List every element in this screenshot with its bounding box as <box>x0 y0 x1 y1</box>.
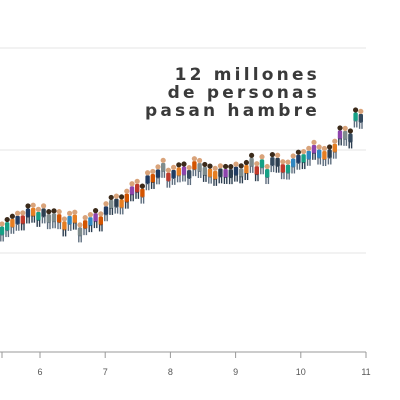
person-figure <box>327 144 333 165</box>
person-figure <box>259 154 265 175</box>
person-figure <box>82 215 88 236</box>
person-figure <box>61 216 67 237</box>
person-figure <box>342 125 348 146</box>
person-figure <box>155 164 161 185</box>
person-figure <box>217 163 223 184</box>
person-figure <box>176 162 182 183</box>
person-figure <box>347 128 353 149</box>
person-figure <box>129 181 135 202</box>
headline-line-1: 12 millones <box>174 65 320 85</box>
person-figure <box>290 153 296 174</box>
x-axis: 6 7 8 9 10 11 <box>0 351 371 377</box>
person-figure <box>124 188 130 209</box>
headline-line-2: de personas <box>167 83 320 103</box>
people-curve <box>0 107 364 243</box>
person-figure <box>264 163 270 185</box>
person-figure <box>113 193 119 214</box>
person-figure <box>353 107 359 128</box>
person-figure <box>103 201 109 222</box>
person-figure <box>202 161 208 182</box>
person-figure <box>30 202 36 223</box>
person-figure <box>280 159 286 180</box>
person-figure <box>145 170 151 191</box>
person-figure <box>254 161 260 182</box>
person-figure <box>41 203 47 224</box>
x-tick-label-8: 8 <box>168 367 173 377</box>
person-figure <box>181 161 187 182</box>
person-figure <box>306 145 312 166</box>
person-figure <box>108 194 114 215</box>
person-figure <box>295 149 301 170</box>
person-figure <box>186 164 192 186</box>
person-figure <box>67 210 73 231</box>
person-figure <box>301 148 307 170</box>
person-figure <box>165 167 171 188</box>
person-figure <box>56 209 62 230</box>
person-figure <box>160 157 166 178</box>
person-figure <box>93 208 99 229</box>
person-figure <box>243 159 249 181</box>
x-tick-label-7: 7 <box>103 367 108 377</box>
person-figure <box>321 145 327 167</box>
person-figure <box>269 151 275 173</box>
person-figure <box>171 164 177 185</box>
person-figure <box>228 164 234 185</box>
person-figure <box>9 213 15 234</box>
person-figure <box>191 156 197 177</box>
person-figure <box>249 152 255 173</box>
chart-headline: 12 millones de personas pasan hambre <box>100 66 320 120</box>
person-figure <box>134 178 140 199</box>
person-figure <box>212 165 218 186</box>
person-figure <box>233 161 239 182</box>
person-figure <box>15 210 21 231</box>
headline-line-3: pasan hambre <box>144 101 320 121</box>
person-figure <box>150 168 156 189</box>
person-figure <box>87 212 93 233</box>
x-tick-label-11: 11 <box>361 367 370 377</box>
x-tick-label-9: 9 <box>233 367 238 377</box>
person-figure <box>316 144 322 165</box>
person-figure <box>197 157 203 178</box>
x-tick-label-10: 10 <box>296 367 306 377</box>
person-figure <box>46 209 52 230</box>
person-figure <box>20 210 26 231</box>
person-figure <box>0 221 5 242</box>
person-figure <box>139 183 145 204</box>
person-figure <box>119 194 125 215</box>
person-figure <box>358 108 364 129</box>
person-figure <box>311 139 317 160</box>
person-figure <box>337 125 343 146</box>
person-figure <box>275 152 281 173</box>
person-figure <box>98 211 104 232</box>
person-figure <box>223 163 229 184</box>
person-figure <box>238 163 244 184</box>
person-figure <box>285 159 291 180</box>
person-figure <box>72 209 78 230</box>
person-figure <box>77 222 83 243</box>
person-figure <box>51 208 57 229</box>
x-tick-label-6: 6 <box>37 367 42 377</box>
person-figure <box>332 138 338 159</box>
person-figure <box>207 163 213 184</box>
person-figure <box>25 203 31 224</box>
person-figure <box>4 216 10 238</box>
person-figure <box>35 206 42 227</box>
